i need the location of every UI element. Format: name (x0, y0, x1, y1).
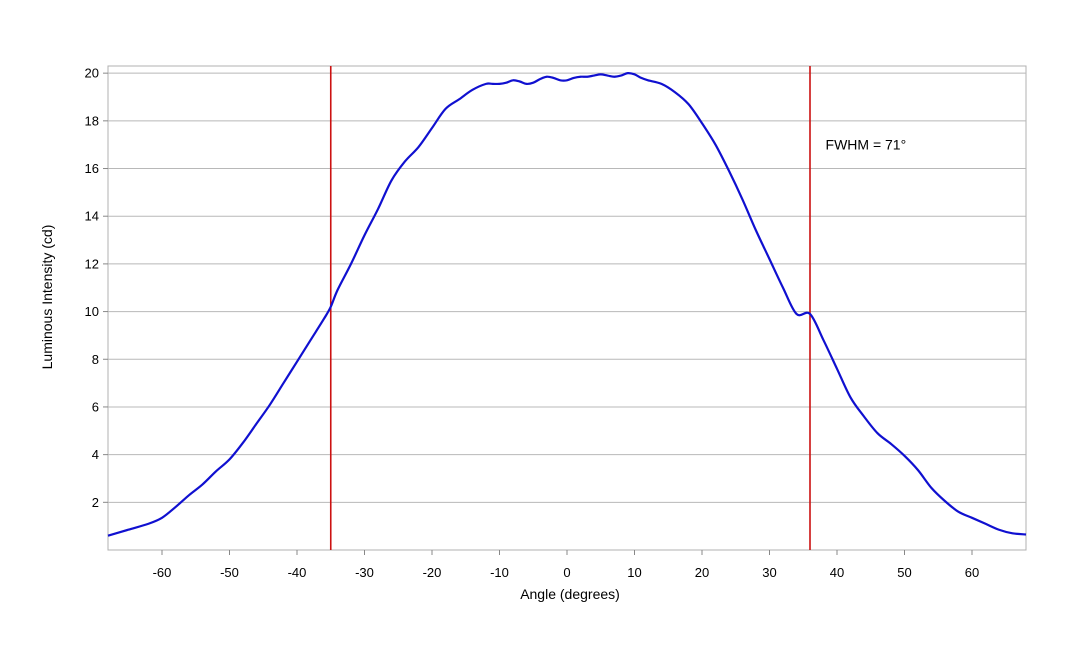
y-tick-label: 18 (85, 113, 99, 128)
x-tick-label: 60 (965, 565, 979, 580)
x-tick-label: -40 (288, 565, 307, 580)
y-axis-title: Luminous Intensity (cd) (39, 225, 55, 370)
x-tick-label: -50 (220, 565, 239, 580)
y-tick-label: 14 (85, 209, 99, 224)
fwhm-annotation: FWHM = 71° (826, 136, 907, 152)
grid-lines (108, 72, 1026, 503)
x-axis-title: Angle (degrees) (520, 586, 620, 602)
plot-area (107, 65, 1027, 551)
x-tick-label: -20 (423, 565, 442, 580)
x-tick-label: -60 (153, 565, 172, 580)
y-tick-label: 20 (85, 66, 99, 81)
x-tick-label: 0 (563, 565, 570, 580)
x-tick-label: 50 (897, 565, 911, 580)
x-tick-label: 10 (627, 565, 641, 580)
x-tick-label: -30 (355, 565, 374, 580)
annotations: FWHM = 71° (826, 136, 907, 152)
x-tick-label: 30 (762, 565, 776, 580)
x-tick-label: -10 (490, 565, 509, 580)
y-tick-label: 4 (92, 447, 99, 462)
x-tick-labels: -60 -50 -40 -30 -20 -10 0 10 20 30 40 50 60 (153, 550, 979, 580)
y-tick-label: 16 (85, 161, 99, 176)
x-tick-label: 40 (830, 565, 844, 580)
y-tick-label: 6 (92, 399, 99, 414)
y-tick-label: 10 (85, 304, 99, 319)
y-tick-label: 12 (85, 256, 99, 271)
series-layer (107, 72, 1027, 537)
y-tick-labels: 2 4 6 8 10 12 14 16 18 20 (85, 66, 108, 510)
intensity-curve (107, 72, 1027, 537)
x-tick-label: 20 (695, 565, 709, 580)
y-tick-label: 2 (92, 495, 99, 510)
y-tick-label: 8 (92, 352, 99, 367)
